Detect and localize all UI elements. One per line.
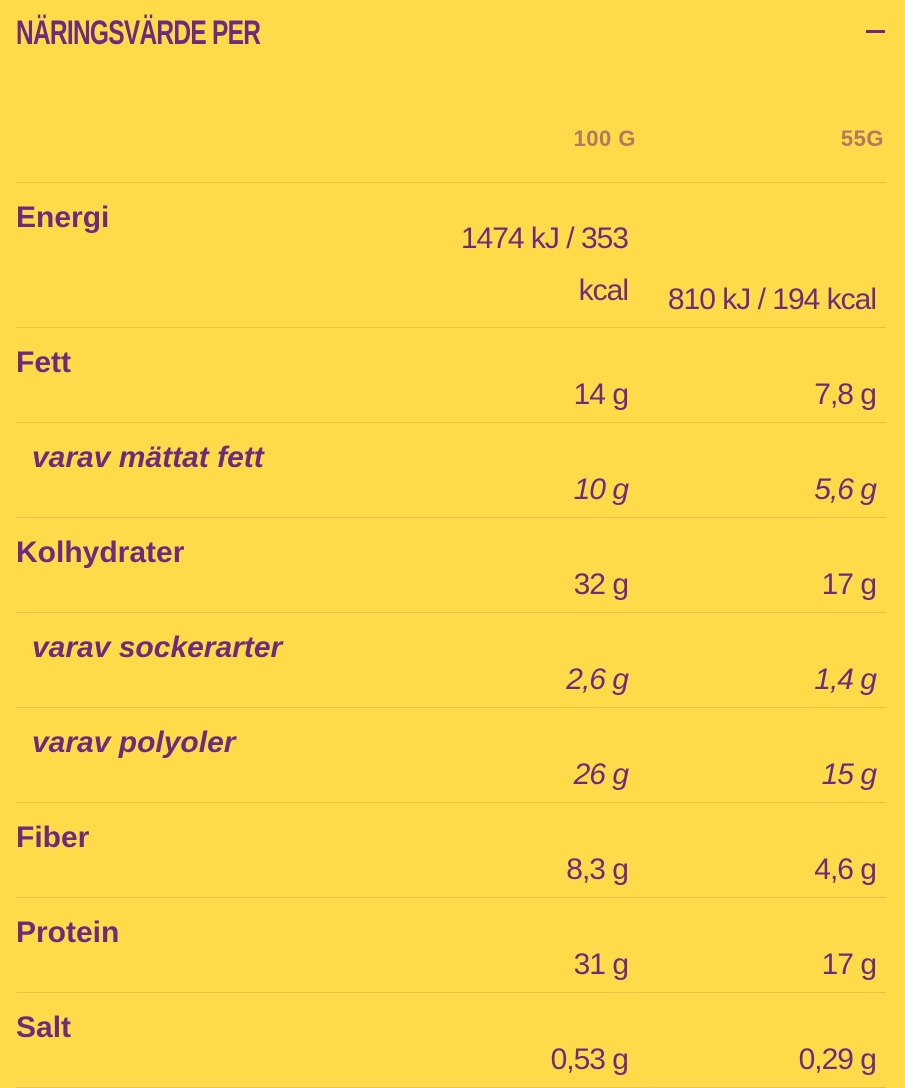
column-header-55g: 55G [840, 126, 884, 151]
table-row-fiber: Fiber 8,3 g 4,6 g [16, 802, 886, 898]
row-label: varav mättat fett [16, 422, 422, 518]
value-55g: 5,6 g [638, 422, 886, 518]
value-100g: 14 g [422, 327, 638, 423]
value-100g: 8,3 g [422, 802, 638, 898]
table-row-energi: Energi 1474 kJ / 353 kcal 810 kJ / 194 k… [16, 182, 886, 328]
nutrition-table: 100 G 55G Energi 1474 kJ / 353 kcal 810 … [16, 118, 886, 1088]
column-header-100g: 100 G [573, 126, 636, 151]
table-row-polyoler: varav polyoler 26 g 15 g [16, 707, 886, 803]
table-row-protein: Protein 31 g 17 g [16, 897, 886, 993]
value-55g: 1,4 g [638, 612, 886, 708]
value-55g: 4,6 g [638, 802, 886, 898]
value-55g: 7,8 g [638, 327, 886, 423]
table-row-fett: Fett 14 g 7,8 g [16, 327, 886, 423]
value-55g: 0,29 g [638, 992, 886, 1088]
row-label: Kolhydrater [16, 517, 422, 613]
value-55g: 810 kJ / 194 kcal [638, 182, 886, 328]
value-100g: 10 g [422, 422, 638, 518]
table-row-sockerarter: varav sockerarter 2,6 g 1,4 g [16, 612, 886, 708]
value-55g: 17 g [638, 897, 886, 993]
value-100g: 1474 kJ / 353 kcal [422, 182, 638, 328]
header-blank [16, 118, 422, 183]
value-100g: 0,53 g [422, 992, 638, 1088]
row-label: Salt [16, 992, 422, 1088]
value-100g: 2,6 g [422, 612, 638, 708]
row-label: varav sockerarter [16, 612, 422, 708]
table-row-kolhydrater: Kolhydrater 32 g 17 g [16, 517, 886, 613]
row-label: varav polyoler [16, 707, 422, 803]
row-label: Energi [16, 182, 422, 328]
row-label: Protein [16, 897, 422, 993]
value-100g: 31 g [422, 897, 638, 993]
value-100g: 32 g [422, 517, 638, 613]
row-label: Fett [16, 327, 422, 423]
section-title: NÄRINGSVÄRDE PER [16, 14, 261, 52]
row-label: Fiber [16, 802, 422, 898]
table-row-salt: Salt 0,53 g 0,29 g [16, 992, 886, 1088]
value-100g: 26 g [422, 707, 638, 803]
table-row-mattat-fett: varav mättat fett 10 g 5,6 g [16, 422, 886, 518]
value-55g: 17 g [638, 517, 886, 613]
value-55g: 15 g [638, 707, 886, 803]
header-row: 100 G 55G [16, 118, 886, 183]
minus-icon[interactable] [866, 30, 885, 33]
